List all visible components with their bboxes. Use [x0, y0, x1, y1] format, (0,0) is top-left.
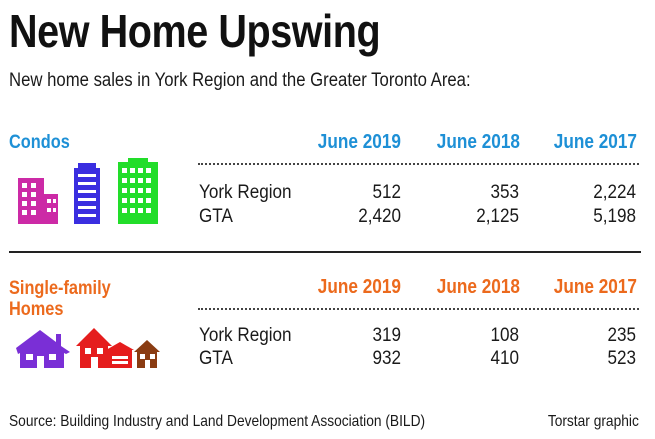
- condos-gta-2017: 5,198: [593, 206, 636, 227]
- sf-row-york-label: York Region: [199, 325, 292, 346]
- sf-row-gta-label: GTA: [199, 348, 233, 369]
- sf-gta-2018: 410: [490, 348, 519, 369]
- section-divider: [9, 251, 641, 253]
- sf-gta-2017: 523: [607, 348, 636, 369]
- page-subtitle: New home sales in York Region and the Gr…: [9, 70, 471, 91]
- sf-col-june-2019: June 2019: [317, 276, 401, 298]
- graphic-credit: Torstar graphic: [547, 413, 639, 430]
- source-note: Source: Building Industry and Land Devel…: [9, 413, 426, 430]
- brown-house-icon: [134, 340, 160, 368]
- page-title: New Home Upswing: [9, 5, 381, 57]
- condos-col-june-2019: June 2019: [317, 131, 401, 153]
- sf-col-june-2018: June 2018: [436, 276, 520, 298]
- sf-york-2019: 319: [372, 325, 401, 346]
- single-family-section-label: Single-family Homes: [9, 278, 111, 320]
- sf-dotted-rule: [198, 308, 639, 310]
- blue-building-icon: [74, 163, 100, 224]
- condos-york-2017: 2,224: [593, 182, 636, 203]
- condos-york-2018: 353: [490, 182, 519, 203]
- apartment-buildings-icon: [18, 158, 158, 224]
- condos-dotted-rule: [198, 163, 639, 165]
- sf-york-2017: 235: [607, 325, 636, 346]
- condos-gta-2019: 2,420: [358, 206, 401, 227]
- condos-row-gta-label: GTA: [199, 206, 233, 227]
- sf-gta-2019: 932: [372, 348, 401, 369]
- condos-section-label: Condos: [9, 132, 70, 153]
- sf-york-2018: 108: [490, 325, 519, 346]
- condos-york-2019: 512: [372, 182, 401, 203]
- condos-col-june-2018: June 2018: [436, 131, 520, 153]
- green-building-icon: [118, 158, 158, 224]
- red-house-icon: [76, 328, 134, 368]
- houses-icon: [16, 328, 160, 368]
- condos-row-york-label: York Region: [199, 182, 292, 203]
- magenta-building-icon: [18, 178, 58, 224]
- condos-col-june-2017: June 2017: [553, 131, 637, 153]
- purple-house-icon: [16, 330, 70, 368]
- sf-col-june-2017: June 2017: [553, 276, 637, 298]
- condos-gta-2018: 2,125: [476, 206, 519, 227]
